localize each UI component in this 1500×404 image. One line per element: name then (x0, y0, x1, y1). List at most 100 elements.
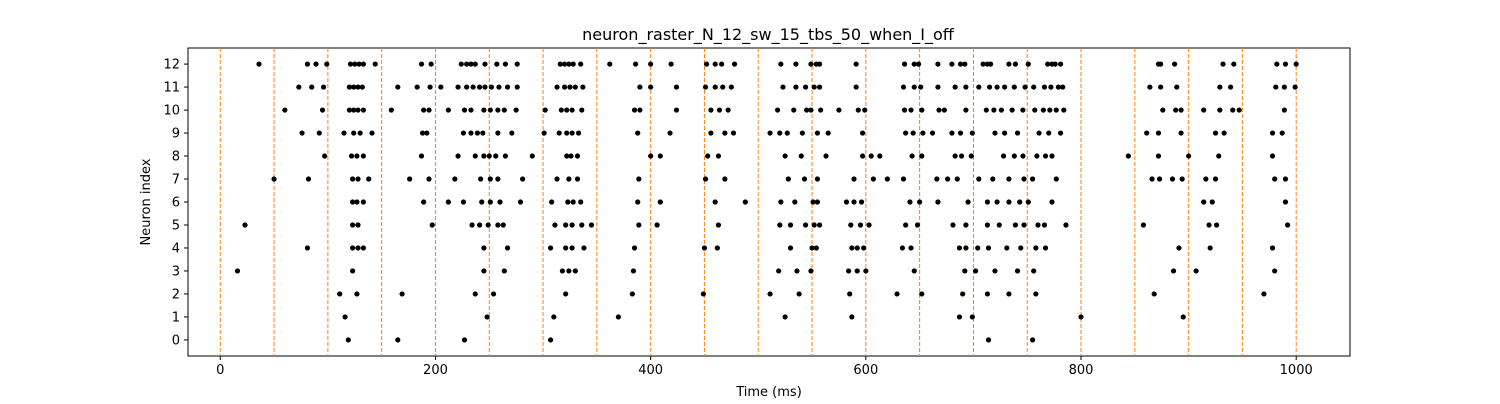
spike-dot (712, 199, 718, 205)
spike-dot (911, 61, 917, 67)
spike-dot (1220, 61, 1226, 67)
spike-dot (994, 84, 1000, 90)
spike-dot (791, 107, 797, 113)
spike-dot (1012, 222, 1018, 228)
spike-dot (1041, 84, 1048, 90)
spike-dot (849, 245, 855, 251)
spike-dot (861, 245, 867, 251)
spike-dot (836, 107, 842, 113)
spike-dot (504, 84, 511, 90)
spike-dot (1012, 61, 1018, 67)
spike-dot (579, 107, 585, 113)
spike-dot (574, 176, 581, 182)
spike-dot (563, 222, 569, 228)
spike-dot (472, 291, 478, 297)
spike-dot (461, 337, 468, 343)
spike-dot (952, 84, 958, 90)
spike-dot (780, 84, 786, 90)
spike-dot (802, 222, 809, 228)
spike-dot (952, 153, 958, 159)
spike-dot (468, 130, 474, 136)
spike-dot (715, 222, 722, 228)
spike-dot (1009, 107, 1015, 113)
spike-dot (607, 61, 613, 67)
spike-dot (1160, 107, 1166, 113)
spike-dot (1158, 61, 1164, 67)
spike-dot (1017, 199, 1023, 205)
spike-dot (480, 130, 486, 136)
y-tick-label: 5 (172, 218, 180, 233)
spike-dot (1284, 222, 1291, 228)
spike-dot (1231, 61, 1237, 67)
spike-dot (851, 176, 857, 182)
spike-dot (816, 61, 823, 67)
spike-dot (796, 291, 802, 297)
spike-dot (814, 130, 821, 136)
spike-dot (862, 107, 868, 113)
spike-dot (899, 245, 906, 251)
y-tick-label: 8 (172, 150, 180, 165)
spike-dot (945, 176, 951, 182)
spike-dot (825, 130, 831, 136)
spike-dot (296, 84, 302, 90)
spike-dot (366, 176, 372, 182)
spike-dot (399, 291, 405, 297)
spike-dot (908, 245, 914, 251)
spike-dot (472, 153, 478, 159)
spike-dot (478, 176, 484, 182)
spike-dot (787, 245, 794, 251)
spike-dot (561, 61, 568, 67)
y-tick-label: 1 (172, 310, 180, 325)
spike-dot (570, 61, 576, 67)
spike-dot (1274, 61, 1280, 67)
spike-dot (849, 314, 855, 320)
spike-dot (719, 61, 725, 67)
spike-dot (742, 199, 748, 205)
spike-dot (1201, 107, 1207, 113)
spike-dot (935, 84, 941, 90)
spike-dot (351, 130, 357, 136)
spike-dot (369, 130, 375, 136)
spike-dot (1004, 245, 1010, 251)
spike-dot (242, 222, 248, 228)
spike-dot (1217, 107, 1223, 113)
spike-dot (495, 130, 501, 136)
spike-dot (414, 84, 420, 90)
spike-dot (712, 84, 718, 90)
spike-dot (799, 130, 805, 136)
spike-dot (900, 84, 907, 90)
spike-dot (949, 61, 955, 67)
spike-dot (917, 199, 923, 205)
spike-dot (935, 61, 941, 67)
spike-dot (469, 222, 475, 228)
spike-dot (969, 314, 975, 320)
spike-dot (1213, 222, 1220, 228)
spike-dot (811, 84, 817, 90)
spike-dot (419, 130, 426, 136)
spike-dot (428, 61, 434, 67)
spike-dot (804, 107, 810, 113)
spike-dot (1201, 199, 1207, 205)
spike-dot (566, 268, 572, 274)
spike-dot (1281, 84, 1287, 90)
spike-dot (654, 222, 660, 228)
spike-dot (884, 176, 890, 182)
spike-dot (455, 153, 461, 159)
spike-dot (558, 107, 564, 113)
spike-dot (355, 245, 361, 251)
spike-dot (915, 61, 922, 67)
spike-dot (976, 84, 982, 90)
spike-dot (1057, 61, 1064, 67)
spike-dot (818, 107, 824, 113)
spike-dot (716, 107, 723, 113)
spike-dot (1209, 199, 1215, 205)
spike-dot (963, 222, 969, 228)
spike-dot (814, 176, 821, 182)
spike-dot (784, 130, 790, 136)
spike-dot (529, 153, 535, 159)
spike-dot (496, 84, 502, 90)
spike-dot (357, 130, 363, 136)
spike-dot (778, 199, 784, 205)
spike-dot (963, 84, 969, 90)
spike-dot (470, 84, 476, 90)
